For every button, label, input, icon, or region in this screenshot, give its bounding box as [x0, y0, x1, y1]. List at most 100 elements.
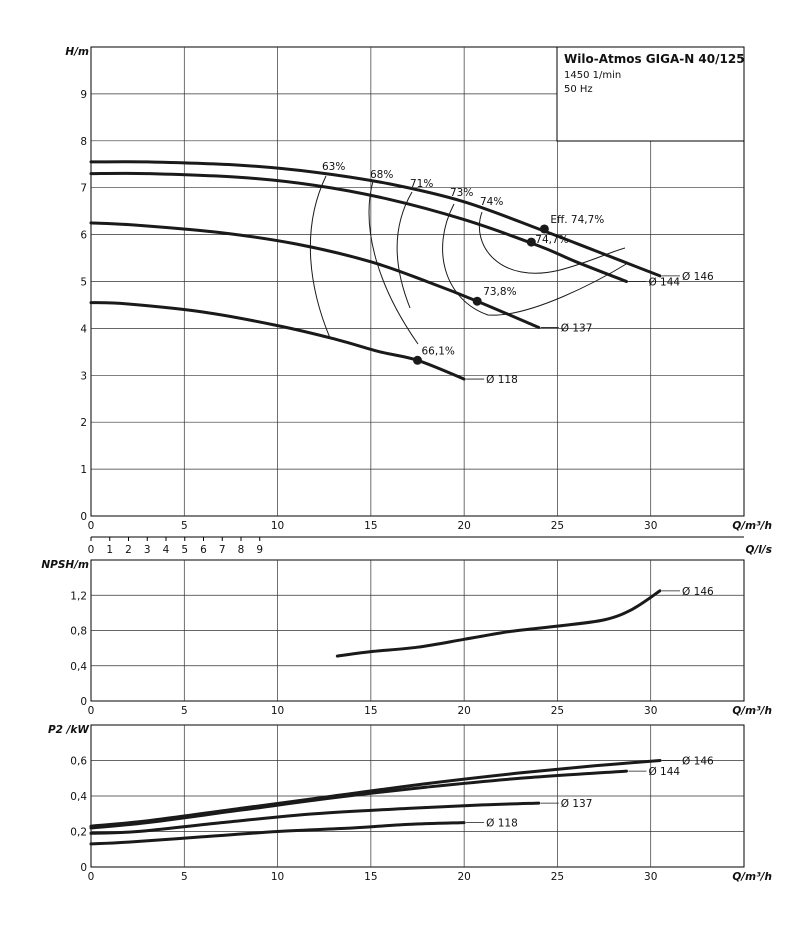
efficiency-isoline-2 [368, 180, 419, 345]
head-x-tick-label: 10 [271, 520, 284, 532]
power-x-tick-label: 25 [551, 871, 564, 883]
head-x-tick-label: 0 [88, 520, 95, 532]
power-x-tick-label: 30 [644, 871, 657, 883]
ls-tick-label: 4 [163, 544, 170, 556]
operating-point [413, 355, 422, 365]
efficiency-isoline-3 [396, 191, 413, 309]
head-y-tick-label: 1 [80, 464, 87, 476]
head-y-tick-label: 8 [80, 136, 87, 148]
efficiency-label: 74% [480, 196, 503, 208]
power-series-144 [89, 769, 628, 830]
power-y-tick-label: 0,2 [70, 827, 87, 839]
head-series-144 [89, 171, 628, 283]
operating-point-label: 74,7% [535, 234, 568, 246]
power-x-tick-label: 15 [364, 871, 377, 883]
ls-tick-label: 6 [200, 544, 207, 556]
ls-tick-label: 5 [181, 544, 188, 556]
head-series-label: Ø 146 [682, 271, 714, 283]
efficiency-label: 63% [322, 161, 345, 173]
head-series-137 [89, 221, 541, 329]
power-y-tick-label: 0,6 [70, 756, 87, 768]
power-x-tick-label: 10 [271, 871, 284, 883]
ls-tick-label: 0 [88, 544, 95, 556]
efficiency-isoline-5 [478, 211, 626, 274]
power-x-tick-label: 5 [181, 871, 188, 883]
head-y-tick-label: 2 [80, 417, 87, 429]
efficiency-label: 68% [370, 169, 393, 181]
head-x-axis-title: Q/m³/h [732, 520, 772, 532]
ls-axis-title: Q/l/s [746, 544, 772, 556]
head-x-tick-label: 25 [551, 520, 564, 532]
npsh-y-tick-label: 0 [80, 696, 87, 708]
head-x-tick-label: 5 [181, 520, 188, 532]
power-x-tick-label: 20 [457, 871, 470, 883]
npsh-x-tick-label: 15 [364, 705, 377, 717]
power-y-tick-label: 0 [80, 862, 87, 874]
head-x-tick-label: 15 [364, 520, 377, 532]
head-y-tick-label: 9 [80, 89, 87, 101]
power-x-tick-label: 0 [88, 871, 95, 883]
npsh-x-tick-label: 25 [551, 705, 564, 717]
efficiency-isoline-4 [442, 203, 629, 316]
ls-tick-label: 8 [238, 544, 245, 556]
npsh-y-tick-label: 0,4 [70, 661, 87, 673]
head-y-tick-label: 5 [80, 277, 87, 289]
npsh-y-axis-title: NPSH/m [41, 559, 89, 571]
efficiency-label: 73% [450, 187, 473, 199]
title-box-frame [556, 46, 745, 142]
head-y-tick-label: 3 [80, 370, 87, 382]
pump-frequency: 50 Hz [564, 84, 593, 95]
power-series-118 [89, 821, 466, 846]
head-x-tick-label: 30 [644, 520, 657, 532]
npsh-x-tick-label: 10 [271, 705, 284, 717]
ls-tick-label: 2 [125, 544, 132, 556]
power-y-axis-title: P2 /kW [48, 724, 89, 736]
head-series-146 [89, 160, 662, 278]
head-series-label: Ø 137 [561, 322, 593, 334]
efficiency-isolines: 63% 68% 71% 73% 74% [309, 161, 629, 345]
head-y-tick-label: 7 [80, 183, 87, 195]
npsh-series-146 [335, 589, 662, 658]
power-series-label: Ø 144 [648, 766, 680, 778]
npsh-series-label: Ø 146 [682, 586, 714, 598]
operating-point-label: Eff. 74,7% [550, 214, 604, 226]
npsh-x-tick-label: 0 [88, 705, 95, 717]
npsh-x-tick-label: 30 [644, 705, 657, 717]
ls-tick-label: 3 [144, 544, 151, 556]
operating-point-label: 73,8% [483, 286, 516, 298]
title-box: Wilo-Atmos GIGA-N 40/125 1450 1/min 50 H… [556, 46, 745, 142]
pump-speed: 1450 1/min [564, 70, 621, 81]
npsh-x-tick-label: 20 [457, 705, 470, 717]
power-series-146 [89, 759, 662, 828]
operating-point [526, 237, 536, 247]
power-series-137 [89, 801, 541, 835]
ls-tick-label: 9 [256, 544, 263, 556]
operating-point-label: 66,1% [422, 345, 455, 357]
efficiency-label: 71% [410, 178, 433, 190]
npsh-x-axis-title: Q/m³/h [732, 705, 772, 717]
operating-point [472, 296, 482, 306]
head-y-axis-title: H/m [65, 46, 89, 58]
head-y-tick-label: 0 [80, 511, 87, 523]
head-series-label: Ø 118 [486, 374, 518, 386]
npsh-chart: 0 5 10 15 20 25 30 0 0,4 0,8 1,2 NPSH/m Q/m³/h Ø 146 [41, 559, 772, 717]
power-series-label: Ø 118 [486, 818, 518, 830]
power-series-label: Ø 137 [561, 798, 593, 810]
ls-tick-label: 1 [106, 544, 113, 556]
power-y-tick-label: 0,4 [70, 791, 87, 803]
pump-title: Wilo-Atmos GIGA-N 40/125 [564, 52, 745, 66]
head-series-118 [89, 301, 466, 381]
efficiency-isoline-1 [309, 175, 331, 339]
power-series-label: Ø 146 [682, 756, 714, 768]
operating-point [539, 224, 549, 234]
head-y-tick-label: 4 [80, 323, 87, 335]
head-y-tick-label: 6 [80, 230, 87, 242]
ls-tick-label: 7 [219, 544, 226, 556]
npsh-y-tick-label: 1,2 [70, 590, 87, 602]
npsh-y-tick-label: 0,8 [70, 626, 87, 638]
head-series-label: Ø 144 [648, 277, 680, 289]
power-x-axis-title: Q/m³/h [732, 871, 772, 883]
